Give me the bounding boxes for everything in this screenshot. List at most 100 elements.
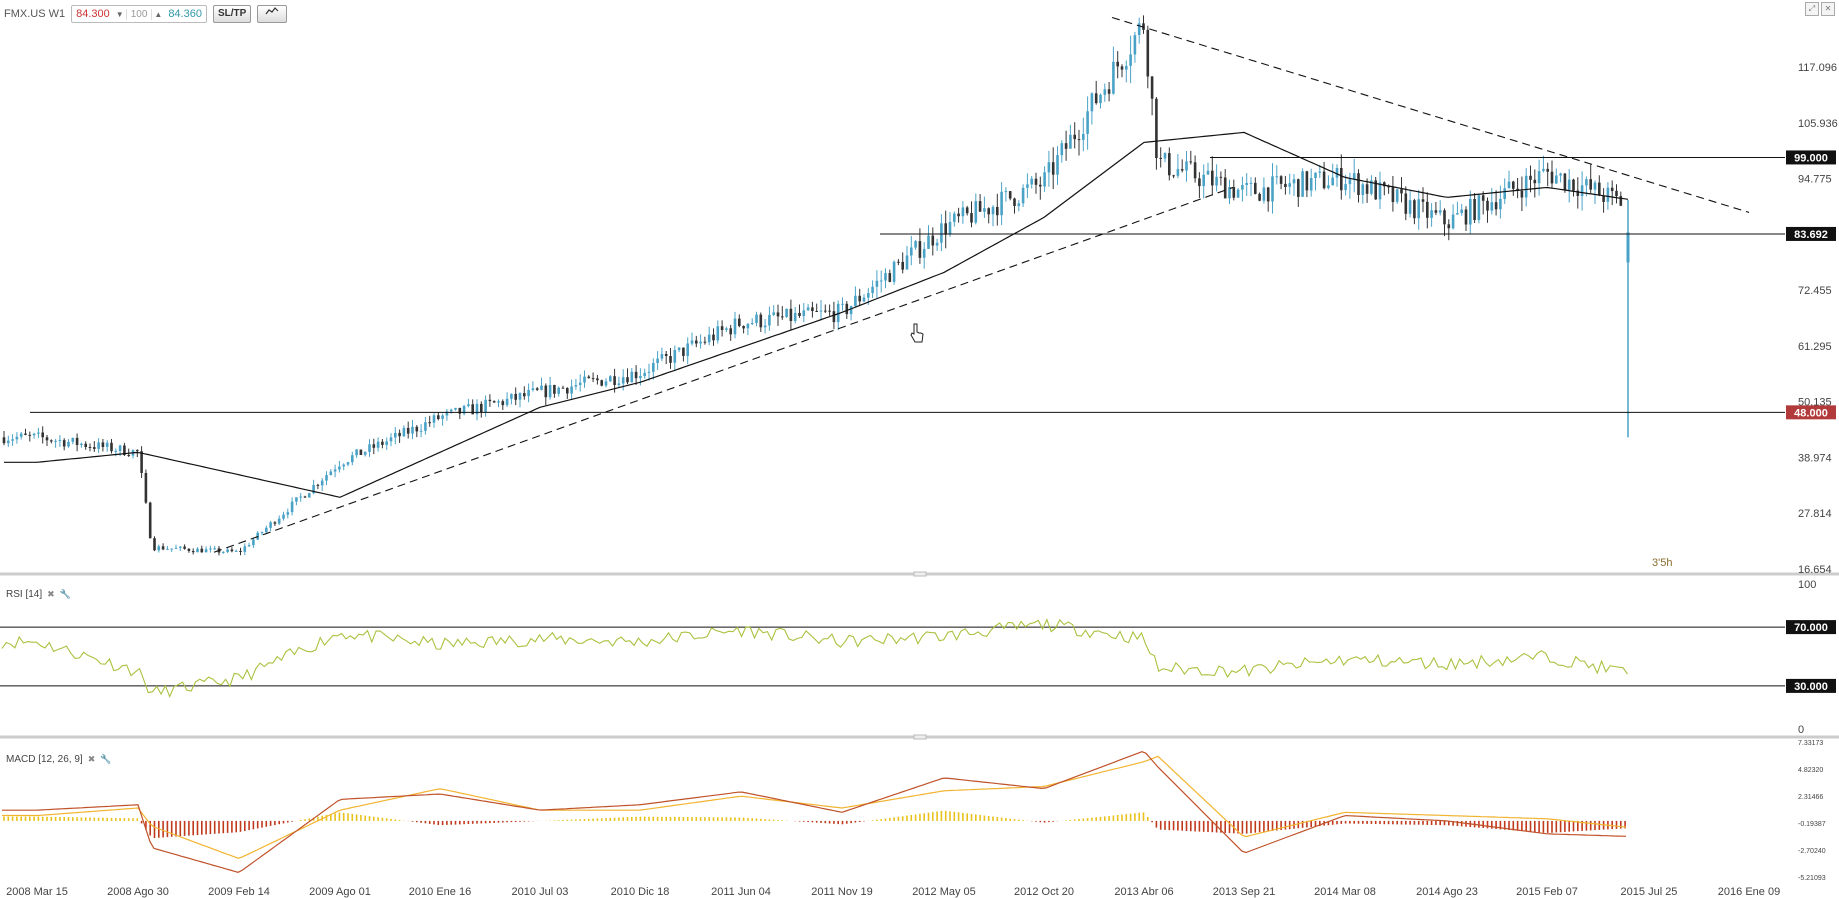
candle-body bbox=[957, 213, 960, 217]
candle-body bbox=[922, 248, 926, 258]
candle-body bbox=[1593, 182, 1597, 190]
candle-body bbox=[1387, 186, 1390, 188]
candle-body bbox=[514, 393, 517, 400]
candle-body bbox=[1284, 183, 1287, 187]
candle-body bbox=[346, 462, 350, 465]
wrench-icon[interactable]: 🔧 bbox=[59, 589, 71, 599]
candle-body bbox=[183, 546, 186, 549]
candle-body bbox=[523, 393, 526, 397]
candle-body bbox=[1043, 172, 1046, 187]
candle-body bbox=[174, 547, 178, 549]
candle-body bbox=[600, 380, 603, 386]
candle-body bbox=[819, 310, 823, 312]
candle-body bbox=[1155, 98, 1158, 158]
candle-body bbox=[518, 393, 522, 400]
candle-body bbox=[548, 385, 552, 398]
candle-body bbox=[114, 450, 118, 452]
candle-body bbox=[170, 548, 173, 550]
buy-arrow-icon[interactable]: ▲ bbox=[154, 9, 163, 19]
x-tick-label: 2008 Ago 30 bbox=[107, 886, 169, 898]
candle-body bbox=[1288, 183, 1291, 187]
candle-body bbox=[1107, 89, 1111, 94]
candle-body bbox=[660, 354, 664, 359]
sltp-button[interactable]: SL/TP bbox=[212, 5, 252, 23]
candle-body bbox=[1206, 170, 1210, 175]
candle-body bbox=[1610, 187, 1614, 191]
candle-body bbox=[1546, 168, 1549, 172]
candle-body bbox=[449, 409, 453, 412]
candle-body bbox=[867, 293, 870, 298]
candle-body bbox=[750, 323, 754, 324]
candle-body bbox=[1069, 134, 1072, 149]
candle-body bbox=[471, 404, 474, 415]
close-icon[interactable]: ✕ bbox=[1821, 2, 1835, 16]
level-price-label: 99.000 bbox=[1794, 152, 1828, 164]
annotation-label: 3'5h bbox=[1652, 557, 1672, 569]
candle-body bbox=[247, 545, 251, 547]
sell-arrow-icon[interactable]: ▼ bbox=[115, 9, 124, 19]
rsi-level-label: 70.000 bbox=[1794, 622, 1828, 634]
candle-body bbox=[987, 208, 990, 215]
candle-body bbox=[1219, 176, 1223, 178]
rsi-label: RSI [14] bbox=[6, 589, 43, 600]
bid-price[interactable]: 84.300 bbox=[76, 8, 110, 20]
x-tick-label: 2010 Dic 18 bbox=[611, 886, 670, 898]
resize-handle bbox=[913, 734, 927, 740]
candle-body bbox=[1125, 65, 1128, 70]
candle-body bbox=[1490, 202, 1494, 211]
y-tick-label: 27.814 bbox=[1798, 508, 1832, 520]
candle-body bbox=[888, 273, 892, 282]
candle-body bbox=[316, 484, 320, 486]
candle-body bbox=[1198, 178, 1201, 187]
chart-type-button[interactable] bbox=[257, 5, 288, 23]
candle-body bbox=[355, 449, 358, 456]
candle-body bbox=[1344, 184, 1347, 191]
candle-body bbox=[320, 480, 324, 486]
candle-body bbox=[897, 261, 900, 263]
rsi-panel-label: RSI [14] ✖ 🔧 bbox=[6, 589, 71, 600]
candle-body bbox=[1378, 182, 1382, 200]
x-tick-label: 2013 Abr 06 bbox=[1114, 886, 1173, 898]
quote-box[interactable]: 84.300 ▼ 100 ▲ 84.360 bbox=[71, 5, 207, 23]
candle-body bbox=[591, 378, 595, 380]
ask-price[interactable]: 84.360 bbox=[168, 8, 202, 20]
candle-body bbox=[428, 422, 431, 424]
resize-icon[interactable]: ⤢ bbox=[1805, 2, 1819, 16]
candle-body bbox=[1447, 224, 1451, 229]
candle-body bbox=[41, 432, 44, 438]
y-tick-label: 105.936 bbox=[1798, 118, 1838, 130]
y-tick-label: 61.295 bbox=[1798, 341, 1832, 353]
candle-body bbox=[1254, 182, 1257, 194]
candle-body bbox=[1598, 182, 1601, 196]
wrench-icon[interactable]: 🔧 bbox=[100, 754, 112, 764]
x-tick-label: 2012 Oct 20 bbox=[1014, 886, 1074, 898]
candle-body bbox=[884, 273, 887, 281]
candle-body bbox=[1494, 202, 1498, 210]
last-candle-body bbox=[1626, 232, 1630, 263]
candle-body bbox=[381, 441, 384, 445]
candle-body bbox=[299, 496, 302, 498]
macd-tick-label: 4.82320 bbox=[1798, 767, 1823, 774]
candle-body bbox=[716, 326, 720, 341]
candles-group bbox=[2, 15, 1623, 556]
candle-body bbox=[828, 310, 831, 312]
level-price-label: 83.692 bbox=[1794, 229, 1828, 241]
candle-body bbox=[37, 432, 40, 434]
candle-body bbox=[1211, 170, 1214, 186]
close-icon[interactable]: ✖ bbox=[87, 754, 96, 764]
candle-body bbox=[772, 312, 775, 315]
lot-size-input[interactable]: 100 bbox=[125, 8, 153, 20]
candle-body bbox=[974, 201, 978, 223]
candle-body bbox=[411, 426, 414, 434]
candle-body bbox=[1421, 199, 1425, 202]
candle-body bbox=[277, 518, 281, 524]
candle-body bbox=[871, 286, 874, 294]
candle-body bbox=[639, 376, 642, 379]
candle-body bbox=[93, 447, 96, 449]
candle-body bbox=[1297, 179, 1300, 197]
candle-body bbox=[617, 383, 621, 385]
candle-body bbox=[1232, 187, 1236, 198]
close-icon[interactable]: ✖ bbox=[47, 589, 55, 599]
candle-body bbox=[1370, 180, 1373, 194]
